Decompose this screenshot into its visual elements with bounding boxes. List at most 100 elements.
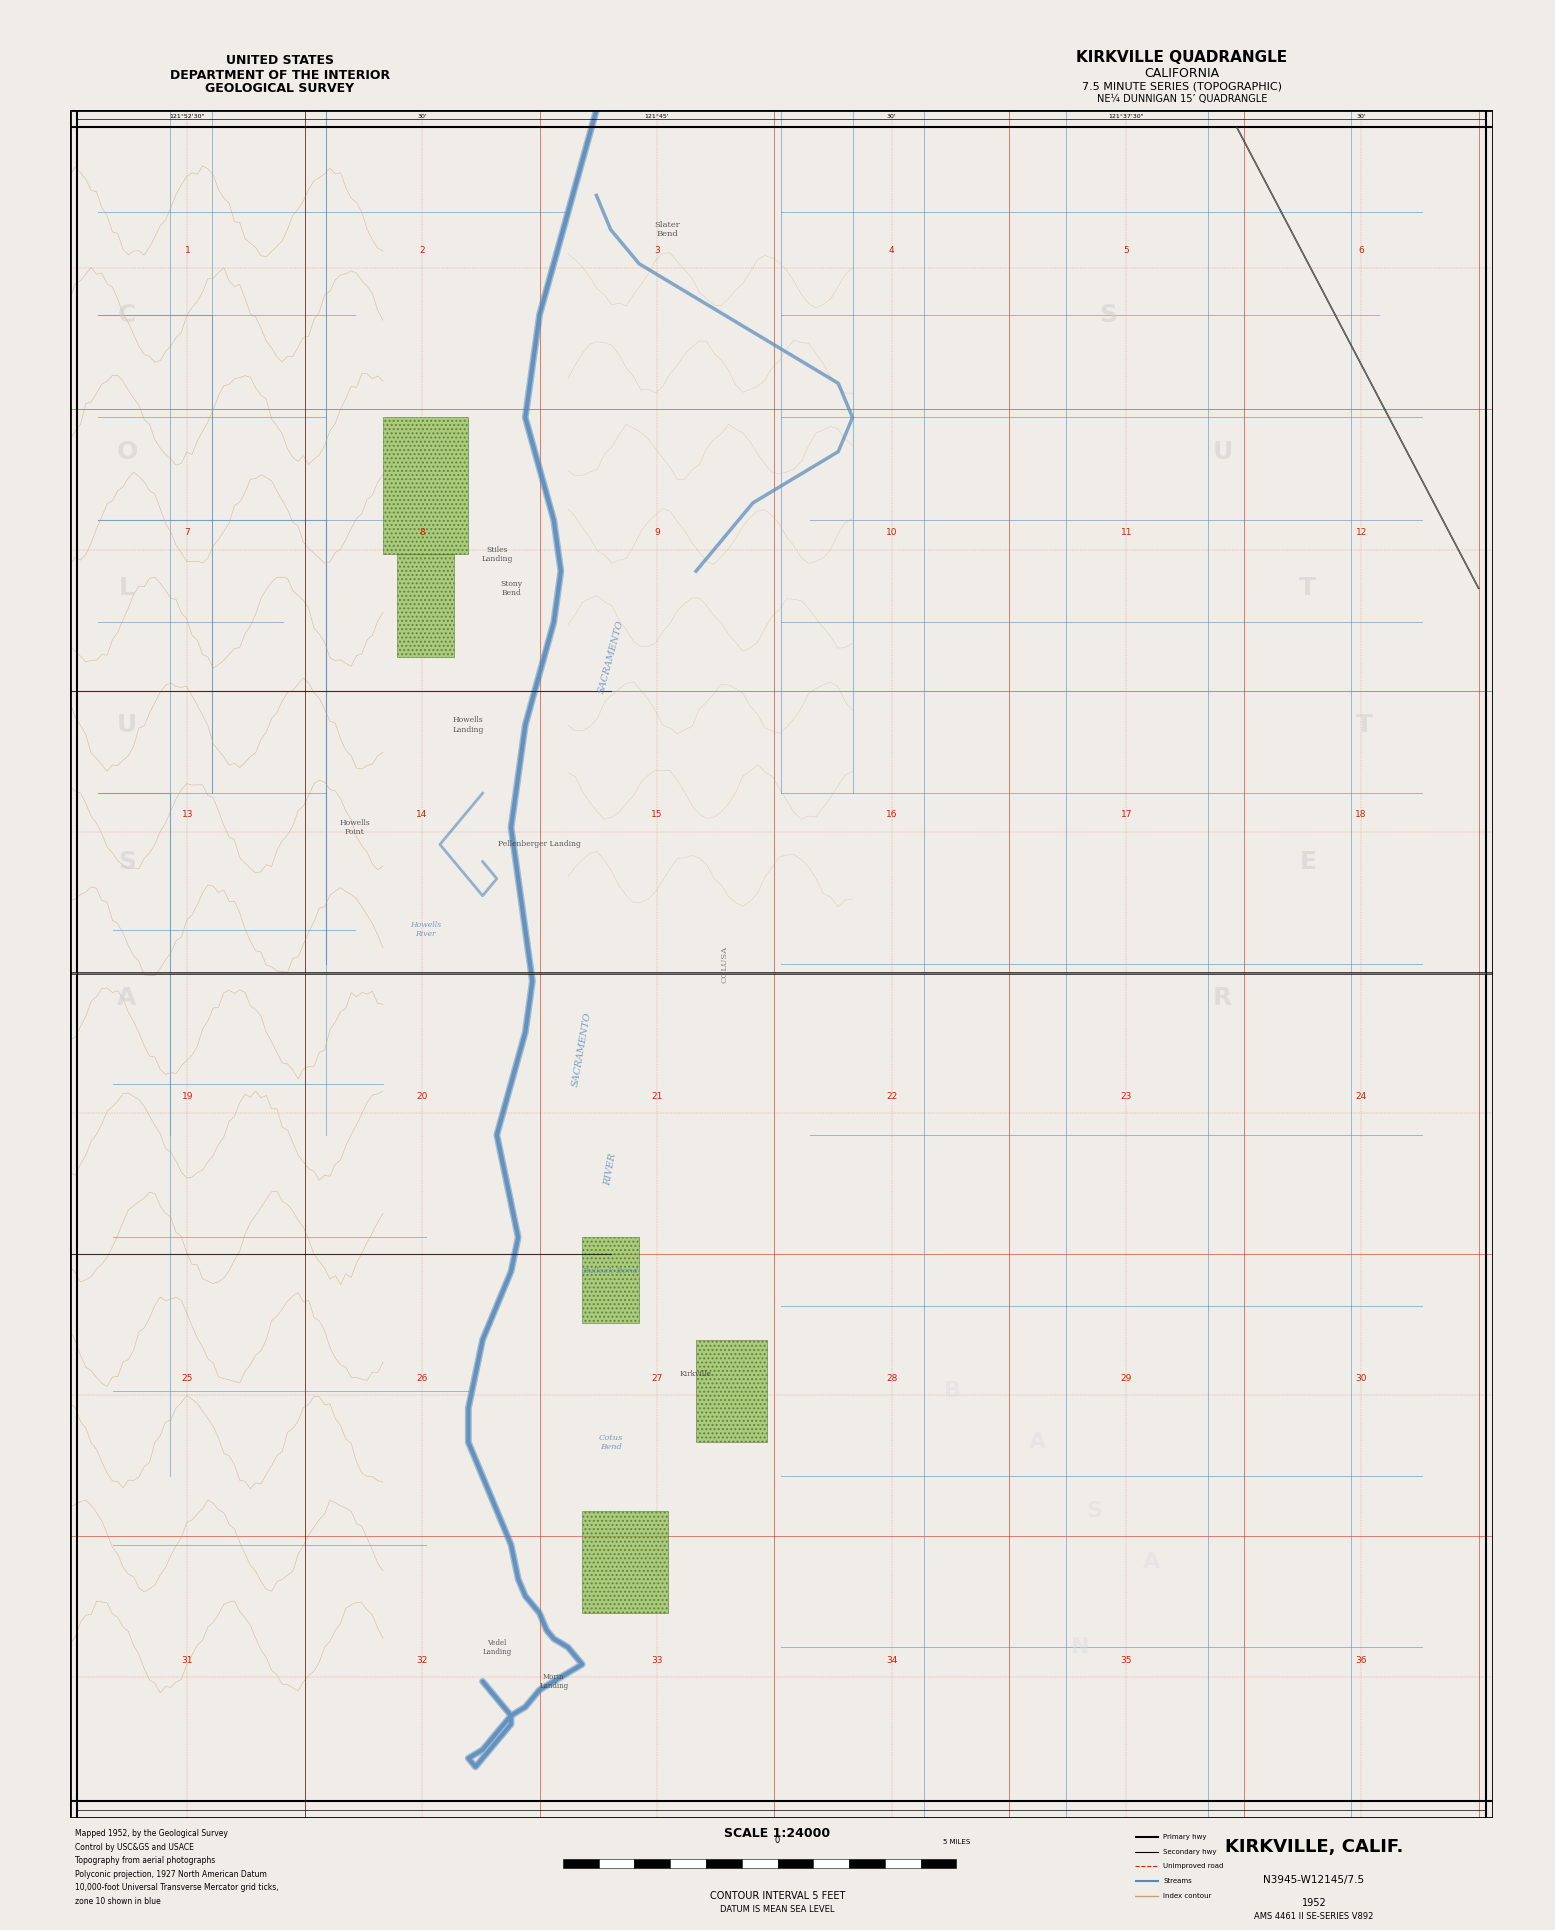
Text: 6: 6 — [1359, 247, 1364, 255]
Polygon shape — [582, 1511, 667, 1613]
Text: Morin
Landing: Morin Landing — [540, 1673, 568, 1691]
Text: 10: 10 — [886, 529, 897, 537]
Text: 34: 34 — [886, 1656, 897, 1664]
Text: Howells
River: Howells River — [411, 921, 442, 938]
Text: A: A — [1143, 1552, 1160, 1571]
Text: DATUM IS MEAN SEA LEVEL: DATUM IS MEAN SEA LEVEL — [720, 1905, 835, 1915]
Text: Polyconic projection, 1927 North American Datum: Polyconic projection, 1927 North America… — [75, 1870, 266, 1878]
Text: Howells
Point: Howells Point — [339, 818, 370, 836]
Text: 14: 14 — [417, 811, 428, 818]
Text: SACRAMENTO: SACRAMENTO — [571, 1011, 592, 1087]
Text: E: E — [1300, 849, 1317, 874]
Text: 20: 20 — [417, 1092, 428, 1100]
Text: 30': 30' — [417, 114, 428, 118]
Text: Topography from aerial photographs: Topography from aerial photographs — [75, 1857, 215, 1864]
Text: 36: 36 — [1356, 1656, 1367, 1664]
Text: CALIFORNIA: CALIFORNIA — [1144, 68, 1219, 79]
Text: Secondary hwy: Secondary hwy — [1163, 1849, 1216, 1855]
Text: B: B — [944, 1382, 961, 1401]
Text: N3945-W12145/7.5: N3945-W12145/7.5 — [1263, 1874, 1365, 1886]
Text: U: U — [1213, 440, 1233, 463]
Text: SCALE 1:24000: SCALE 1:24000 — [725, 1828, 830, 1839]
Polygon shape — [697, 1339, 767, 1442]
Text: U: U — [117, 712, 137, 737]
Text: L: L — [118, 577, 135, 600]
Text: SACRAMENTO: SACRAMENTO — [597, 620, 625, 695]
Text: 0: 0 — [774, 1835, 781, 1845]
Text: A: A — [1029, 1432, 1047, 1451]
Text: 16: 16 — [886, 811, 897, 818]
Text: 28: 28 — [886, 1374, 897, 1382]
Text: C: C — [118, 303, 137, 326]
Polygon shape — [397, 554, 454, 656]
Text: 11: 11 — [1121, 529, 1132, 537]
Text: S: S — [118, 849, 135, 874]
Text: Primary hwy: Primary hwy — [1163, 1834, 1207, 1839]
Text: 4: 4 — [889, 247, 894, 255]
Text: 29: 29 — [1121, 1374, 1132, 1382]
Text: 121°45': 121°45' — [645, 114, 669, 118]
Text: 5 MILES: 5 MILES — [942, 1839, 970, 1845]
Text: Control by USC&GS and USACE: Control by USC&GS and USACE — [75, 1843, 193, 1851]
Text: Pellenberger Landing: Pellenberger Landing — [498, 840, 582, 849]
Text: R: R — [1213, 986, 1232, 1009]
Text: 24: 24 — [1356, 1092, 1367, 1100]
Text: 18: 18 — [1356, 811, 1367, 818]
Text: 1952: 1952 — [1302, 1897, 1326, 1909]
Text: DEPARTMENT OF THE INTERIOR: DEPARTMENT OF THE INTERIOR — [169, 69, 390, 81]
Text: 121°37'30": 121°37'30" — [1109, 114, 1144, 118]
Text: Streams: Streams — [1163, 1878, 1191, 1884]
Text: Howells
Landing: Howells Landing — [453, 716, 484, 733]
Text: 30: 30 — [1356, 1374, 1367, 1382]
Text: Index contour: Index contour — [1163, 1893, 1211, 1899]
Text: Cotus
Bend: Cotus Bend — [599, 1434, 624, 1451]
Text: 26: 26 — [417, 1374, 428, 1382]
Text: Slater
Bend: Slater Bend — [655, 220, 681, 237]
Text: zone 10 shown in blue: zone 10 shown in blue — [75, 1897, 160, 1905]
Text: 33: 33 — [652, 1656, 662, 1664]
Text: N: N — [1071, 1637, 1090, 1658]
Polygon shape — [383, 417, 468, 554]
Text: 9: 9 — [655, 529, 659, 537]
Text: S: S — [1099, 303, 1118, 326]
Text: 22: 22 — [886, 1092, 897, 1100]
Text: 8: 8 — [420, 529, 425, 537]
Text: 21: 21 — [652, 1092, 662, 1100]
Text: 1: 1 — [185, 247, 190, 255]
Text: 30': 30' — [886, 114, 897, 118]
Text: AMS 4461 II SE-SERIES V892: AMS 4461 II SE-SERIES V892 — [1255, 1913, 1373, 1920]
Text: CONTOUR INTERVAL 5 FEET: CONTOUR INTERVAL 5 FEET — [709, 1891, 846, 1901]
Text: 30': 30' — [1356, 114, 1365, 118]
Polygon shape — [582, 1237, 639, 1322]
Text: 7: 7 — [185, 529, 190, 537]
Text: 13: 13 — [182, 811, 193, 818]
Text: 10,000-foot Universal Transverse Mercator grid ticks,: 10,000-foot Universal Transverse Mercato… — [75, 1884, 278, 1891]
Text: 35: 35 — [1121, 1656, 1132, 1664]
Text: Unimproved road: Unimproved road — [1163, 1862, 1224, 1870]
Text: GEOLOGICAL SURVEY: GEOLOGICAL SURVEY — [205, 83, 355, 95]
Text: A: A — [117, 986, 137, 1009]
Text: 19: 19 — [182, 1092, 193, 1100]
Text: T: T — [1300, 577, 1317, 600]
Text: 17: 17 — [1121, 811, 1132, 818]
Text: 32: 32 — [417, 1656, 428, 1664]
Text: 25: 25 — [182, 1374, 193, 1382]
Text: Stony
Bend: Stony Bend — [501, 579, 522, 596]
Text: 5: 5 — [1124, 247, 1129, 255]
Text: O: O — [117, 440, 137, 463]
Text: COLUSA: COLUSA — [720, 946, 728, 982]
Text: 15: 15 — [652, 811, 662, 818]
Text: S: S — [1087, 1502, 1102, 1521]
Text: 12: 12 — [1356, 529, 1367, 537]
Text: Kirkville: Kirkville — [680, 1370, 712, 1378]
Text: 7.5 MINUTE SERIES (TOPOGRAPHIC): 7.5 MINUTE SERIES (TOPOGRAPHIC) — [1082, 81, 1281, 93]
Text: Stiles
Landing: Stiles Landing — [480, 546, 513, 564]
Text: Bullock Bend: Bullock Bend — [583, 1268, 639, 1276]
Text: NE¼ DUNNIGAN 15’ QUADRANGLE: NE¼ DUNNIGAN 15’ QUADRANGLE — [1096, 95, 1267, 104]
Text: 3: 3 — [655, 247, 659, 255]
Text: 121°52'30": 121°52'30" — [169, 114, 205, 118]
Text: Vedel
Landing: Vedel Landing — [482, 1639, 512, 1656]
Text: UNITED STATES: UNITED STATES — [225, 54, 334, 68]
Text: T: T — [1356, 712, 1373, 737]
Text: 27: 27 — [652, 1374, 662, 1382]
